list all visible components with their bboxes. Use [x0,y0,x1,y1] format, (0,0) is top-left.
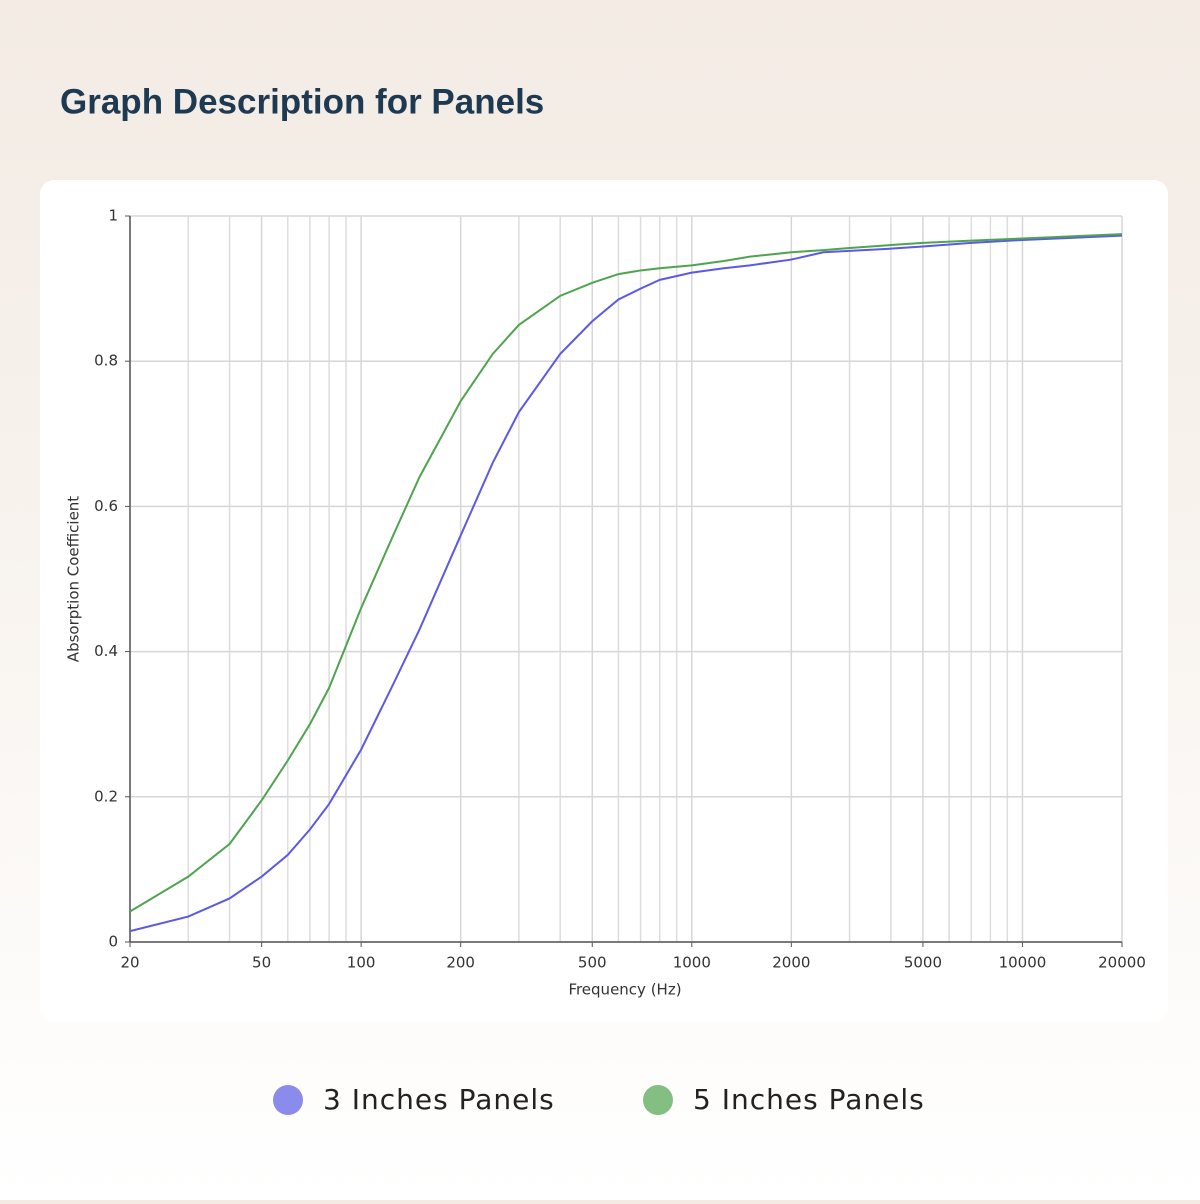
legend-swatch [643,1085,673,1115]
x-tick-label: 500 [578,954,607,972]
y-tick-label: 0.4 [94,642,118,660]
x-tick-label: 5000 [904,954,942,972]
x-tick-label: 1000 [673,954,711,972]
legend-swatch [273,1085,303,1115]
y-tick-label: 0.8 [94,352,118,370]
x-tick-label: 200 [446,954,475,972]
y-tick-label: 1 [108,207,118,225]
legend-label: 3 Inches Panels [323,1083,555,1116]
x-tick-label: 20000 [1098,954,1146,972]
x-tick-label: 20 [120,954,139,972]
x-tick-label: 10000 [999,954,1047,972]
legend-label: 5 Inches Panels [693,1083,925,1116]
x-tick-label: 2000 [772,954,810,972]
y-tick-label: 0.6 [94,497,118,515]
series-line [129,233,1123,913]
x-tick-label: 100 [347,954,376,972]
chart-title: Graph Description for Panels [60,82,544,121]
x-tick-label: 50 [252,954,271,972]
x-axis-label: Frequency (Hz) [568,981,681,999]
chart-card [40,180,1168,1022]
y-axis-label: Absorption Coefficient [65,496,83,662]
y-tick-label: 0 [108,933,118,951]
y-tick-label: 0.2 [94,787,118,805]
series-line [129,234,1123,933]
